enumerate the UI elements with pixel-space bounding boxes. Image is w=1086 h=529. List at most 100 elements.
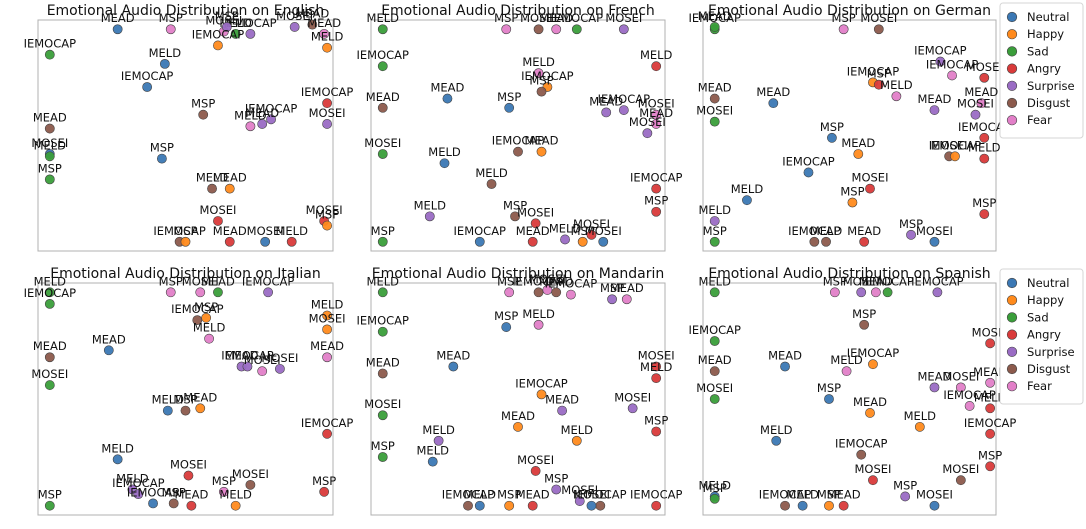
point-label: MEAD (768, 349, 802, 363)
point-marker (651, 206, 662, 217)
legend-marker (1006, 97, 1018, 109)
data-point-msp-disgust: MSP (852, 307, 876, 330)
data-point-iemocap-angry: IEMOCAP (958, 120, 1011, 143)
legend-marker (1006, 80, 1018, 91)
point-marker (929, 382, 940, 393)
data-point-mead-angry: MEAD (516, 488, 550, 511)
point-marker (803, 167, 814, 178)
point-marker (557, 405, 567, 416)
data-point-mead-neutral: MEAD (101, 11, 135, 35)
data-point-meld-fear: MELD (234, 108, 267, 132)
legend-marker (1006, 115, 1018, 126)
data-point-meld-sad: MELD (698, 274, 731, 298)
data-point-iemocap-neutral: IEMOCAP (782, 154, 835, 178)
point-label: IEMOCAP (943, 388, 996, 402)
point-label: IEMOCAP (492, 134, 545, 148)
point-label: MEAD (964, 85, 998, 99)
point-marker (859, 319, 870, 330)
data-point-msp-neutral: MSP (150, 141, 174, 164)
point-label: MELD (417, 444, 450, 458)
point-marker (44, 352, 55, 363)
point-label: MELD (234, 108, 267, 122)
point-label: IEMOCAP (551, 11, 604, 25)
point-label: MOSEI (843, 274, 880, 288)
point-marker (709, 22, 720, 32)
point-marker (474, 500, 485, 511)
point-marker (742, 195, 752, 206)
data-point-mosei-surprise: MOSEI (843, 274, 880, 298)
data-point-iemocap-surprise: IEMOCAP (242, 274, 294, 298)
data-point-mosei-happy: MOSEI (309, 311, 346, 335)
point-label: MOSEI (585, 224, 622, 238)
point-marker (533, 319, 544, 330)
point-marker (286, 236, 297, 247)
point-label: IEMOCAP (545, 277, 598, 291)
data-point-mosei-disgust: MOSEI (232, 467, 269, 490)
point-label: MSP (840, 184, 864, 198)
data-point-mosei-surprise: MOSEI (614, 390, 651, 414)
data-point-iemocap-sad: IEMOCAP (24, 286, 76, 309)
point-label: MELD (880, 78, 913, 92)
chart-panel-0: Emotional Audio Distribution on EnglishM… (24, 3, 354, 252)
point-label: IEMOCAP (301, 85, 354, 99)
data-point-msp-surprise: MSP (893, 478, 917, 502)
point-label: MOSEI (306, 203, 343, 217)
data-point-mosei-sad: MOSEI (364, 136, 401, 159)
point-marker (513, 421, 523, 432)
data-point-msp-fear: MSP (159, 274, 183, 298)
data-point-mosei-sad: MOSEI (696, 104, 733, 127)
point-label: IEMOCAP (127, 485, 180, 499)
legend-label: Surprise (1027, 345, 1075, 359)
legend-marker (1006, 11, 1018, 23)
point-label: IEMOCAP (515, 376, 568, 390)
point-label: MEAD (853, 395, 887, 409)
point-marker (709, 366, 720, 377)
data-point-meld-angry: MELD (640, 360, 673, 384)
data-point-msp-fear: MSP (494, 11, 518, 35)
point-marker (213, 287, 223, 298)
chart-panel-3: Emotional Audio Distribution on ItalianM… (24, 266, 353, 516)
point-label: MELD (422, 423, 455, 437)
point-label: MSP (703, 481, 727, 495)
point-label: MSP (371, 439, 395, 453)
legend-item-angry: Angry (1006, 328, 1061, 342)
point-label: MELD (640, 48, 673, 62)
legend-item-surprise: Surprise (1006, 345, 1075, 359)
point-marker (970, 109, 981, 120)
data-point-iemocap-disgust: IEMOCAP (788, 224, 841, 247)
data-point-meld-surprise: MELD (549, 221, 581, 245)
plot-frame (37, 19, 334, 252)
point-label: IEMOCAP (454, 224, 507, 238)
point-marker (424, 211, 435, 222)
point-marker (224, 183, 235, 194)
point-marker (112, 24, 123, 35)
point-marker (44, 49, 55, 60)
data-point-msp-neutral: MSP (497, 90, 521, 113)
point-marker (439, 158, 450, 169)
point-label: MSP (194, 300, 218, 314)
data-point-iemocap-disgust: IEMOCAP (512, 274, 565, 298)
point-marker (642, 128, 653, 139)
point-label: MOSEI (520, 11, 557, 25)
data-point-meld-neutral: MELD (786, 488, 819, 511)
data-point-msp-happy: MSP (194, 300, 218, 323)
data-point-meld-sad: MELD (34, 274, 66, 298)
point-label: MSP (978, 448, 1002, 462)
point-marker (882, 287, 893, 298)
point-label: MSP (817, 488, 841, 502)
data-point-mead-disgust: MEAD (33, 111, 67, 134)
point-marker (868, 475, 878, 486)
point-label: MEAD (918, 369, 952, 383)
chart-panel-1: Emotional Audio Distribution on FrenchME… (357, 3, 682, 252)
point-marker (322, 119, 332, 129)
legend-frame (999, 268, 1084, 405)
point-marker (230, 500, 241, 511)
data-point-mosei-neutral: MOSEI (916, 488, 953, 511)
point-label: IEMOCAP (630, 488, 683, 502)
data-point-mead-sad: MEAD (201, 274, 235, 298)
point-label: MSP (544, 471, 568, 485)
data-point-mead-happy: MEAD (525, 134, 559, 157)
point-marker (651, 119, 662, 129)
data-point-msp-neutral: MSP (494, 309, 518, 332)
